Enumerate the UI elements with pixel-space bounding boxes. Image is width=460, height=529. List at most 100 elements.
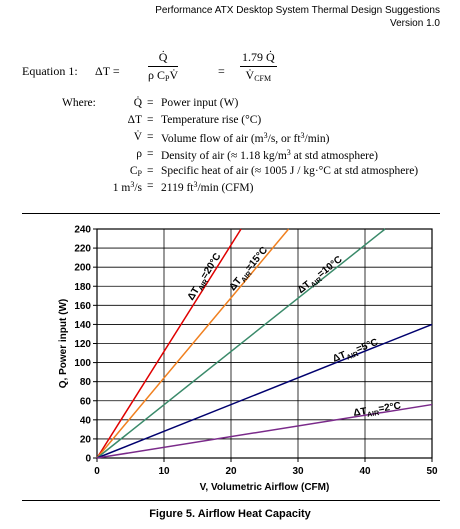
x-tick-label: 40 xyxy=(359,466,371,477)
equals: = xyxy=(147,97,154,109)
description: Density of air (≈ 1.18 kg/m3 at std atmo… xyxy=(161,148,378,162)
line-label-text: ΔTAIR=20°C xyxy=(186,251,226,303)
symbol: 1 m3/s xyxy=(113,180,142,194)
text-segment: /s, or ft xyxy=(267,133,301,145)
numerator: Q̇ xyxy=(148,50,179,67)
line-label: ΔTAIR=20°C xyxy=(186,251,226,303)
text-segment: /s xyxy=(134,182,142,194)
line-label: ΔTAIR=15°C xyxy=(227,245,271,294)
description: Power input (W) xyxy=(161,97,238,109)
y-axis-label: Q, Power input (W) xyxy=(58,299,69,388)
y-tick-label: 80 xyxy=(80,377,92,388)
series-line xyxy=(96,323,433,459)
text-segment: V̇ xyxy=(133,131,142,143)
den-sub: P xyxy=(165,74,170,83)
symbol: V̇ xyxy=(134,131,142,143)
x-tick-label: 10 xyxy=(158,466,170,477)
line-label: ΔTAIR=2°C xyxy=(353,400,402,420)
rule xyxy=(22,213,440,214)
line-label-text: ΔTAIR=2°C xyxy=(353,400,402,420)
y-tick-label: 140 xyxy=(74,320,91,331)
header-version: Version 1.0 xyxy=(389,18,440,29)
y-tick-label: 20 xyxy=(80,434,92,445)
denominator: V̇CFM xyxy=(240,67,277,83)
equals: = xyxy=(147,148,154,160)
numerator: 1.79 Q̇ xyxy=(240,50,277,67)
text-segment: Power input (W) xyxy=(161,97,239,109)
label-sub: AIR xyxy=(346,351,360,362)
script-text: 3 xyxy=(193,180,198,189)
den-text: V̇ xyxy=(245,68,255,82)
series-line xyxy=(96,228,386,459)
text-segment: Q̇ xyxy=(133,97,142,109)
description: 2119 ft3/min (CFM) xyxy=(161,180,253,194)
line-label-text: ΔTAIR=10°C xyxy=(296,254,346,297)
text-segment: at std atmosphere) xyxy=(290,150,378,162)
y-tick-label: 120 xyxy=(74,339,91,350)
symbol: ΔT xyxy=(128,114,142,126)
rule xyxy=(22,500,440,501)
fraction: 1.79 Q̇ V̇CFM xyxy=(240,50,277,83)
script-text: P xyxy=(137,169,142,178)
x-axis-label: V, Volumetric Airflow (CFM) xyxy=(200,482,330,493)
series-line xyxy=(96,228,242,459)
y-tick-label: 200 xyxy=(74,263,91,274)
symbol: CP xyxy=(130,165,142,178)
equals: = xyxy=(147,180,154,192)
text-segment: Temperature rise (°C) xyxy=(161,114,262,126)
fraction: Q̇ ρ CPV̇ xyxy=(148,50,179,83)
y-tick-label: 240 xyxy=(74,225,91,236)
y-tick-label: 100 xyxy=(74,358,91,369)
x-tick-label: 20 xyxy=(225,466,237,477)
series-line xyxy=(96,228,290,459)
label-rest: =15°C xyxy=(244,245,271,274)
caption: Figure 5. Airflow Heat Capacity xyxy=(149,508,311,520)
equals: = xyxy=(147,165,154,177)
text-segment: Density of air (≈ 1.18 kg/m xyxy=(161,150,287,162)
equation-label: Equation 1: xyxy=(22,64,78,78)
y-tick-label: 220 xyxy=(74,244,91,255)
x-tick-label: 0 xyxy=(94,466,100,477)
y-tick-label: 160 xyxy=(74,301,91,312)
symbol: ρ xyxy=(136,148,142,160)
description: Temperature rise (°C) xyxy=(161,114,261,126)
equation-lhs: ΔT = xyxy=(95,64,120,78)
text-segment: ΔT xyxy=(127,114,142,126)
symbol: Q̇ xyxy=(134,97,142,109)
text-segment: C xyxy=(129,165,138,177)
fraction-body: Q̇ ρ CPV̇ xyxy=(148,50,179,83)
line-label-text: ΔTAIR=15°C xyxy=(227,245,271,294)
text-segment: ρ xyxy=(136,148,142,160)
equals: = xyxy=(147,131,154,143)
text-segment: 1 m xyxy=(112,182,131,194)
text-segment: /min) xyxy=(304,133,330,145)
x-tick-label: 50 xyxy=(426,466,438,477)
text-segment: 2119 ft xyxy=(161,182,194,194)
label-main: ΔT xyxy=(353,406,368,419)
plot-frame xyxy=(96,228,433,459)
equals: = xyxy=(147,114,154,126)
label-main: ΔT xyxy=(331,350,347,365)
label-sub: AIR xyxy=(367,410,380,419)
den-text: ρ C xyxy=(148,68,165,82)
den-sub: CFM xyxy=(254,74,272,83)
script-text: 3 xyxy=(286,148,291,157)
script-text: 3 xyxy=(300,131,305,140)
line-label: ΔTAIR=10°C xyxy=(296,254,346,297)
script-text: 3 xyxy=(130,180,135,189)
description: Volume flow of air (m3/s, or ft3/min) xyxy=(161,131,329,145)
y-tick-label: 40 xyxy=(80,415,92,426)
y-tick-label: 180 xyxy=(74,282,91,293)
den-text: V̇ xyxy=(169,68,179,82)
description: Specific heat of air (≈ 1005 J / kg·°C a… xyxy=(161,165,418,177)
y-tick-label: 0 xyxy=(85,454,91,465)
header-title: Performance ATX Desktop System Thermal D… xyxy=(155,5,440,16)
denominator: ρ CPV̇ xyxy=(148,67,178,83)
script-text: 3 xyxy=(263,131,268,140)
label-rest: =5°C xyxy=(355,337,380,356)
x-tick-label: 30 xyxy=(292,466,304,477)
text-segment: Specific heat of air (≈ 1005 J / kg·°C a… xyxy=(161,165,419,177)
y-tick-label: 60 xyxy=(80,396,92,407)
text-segment: Volume flow of air (m xyxy=(161,133,264,145)
